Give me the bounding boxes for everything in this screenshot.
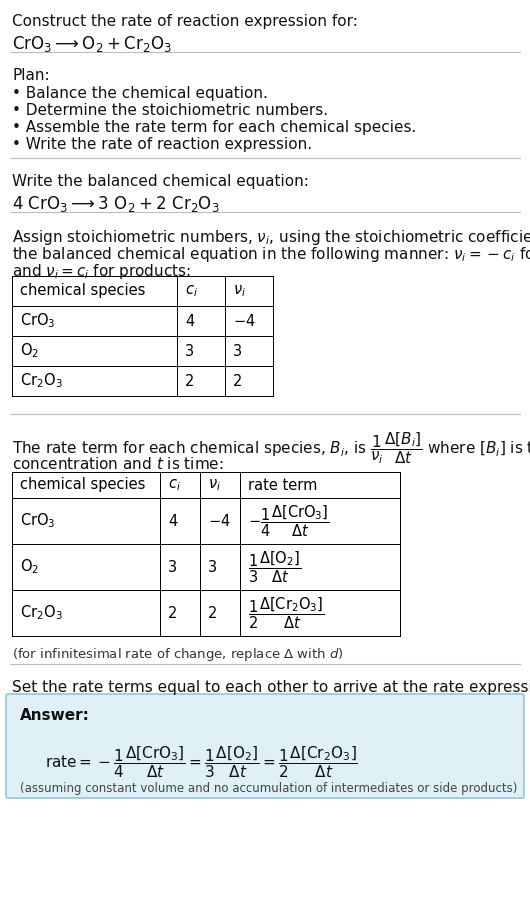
Text: $\mathrm{4\ CrO_3 \longrightarrow 3\ O_2 + 2\ Cr_2O_3}$: $\mathrm{4\ CrO_3 \longrightarrow 3\ O_2… [12,194,220,214]
Text: $c_i$: $c_i$ [168,477,181,493]
Text: 3: 3 [185,343,194,359]
Text: Assign stoichiometric numbers, $\nu_i$, using the stoichiometric coefficients, $: Assign stoichiometric numbers, $\nu_i$, … [12,228,530,247]
Text: $\mathrm{CrO_3 \longrightarrow O_2 + Cr_2O_3}$: $\mathrm{CrO_3 \longrightarrow O_2 + Cr_… [12,34,172,54]
Text: $c_i$: $c_i$ [185,283,198,298]
Text: the balanced chemical equation in the following manner: $\nu_i = -c_i$ for react: the balanced chemical equation in the fo… [12,245,530,264]
Text: $\mathrm{CrO_3}$: $\mathrm{CrO_3}$ [20,311,56,330]
Text: 3: 3 [233,343,242,359]
Text: $\nu_i$: $\nu_i$ [208,477,221,493]
Text: Plan:: Plan: [12,68,50,83]
Text: $\dfrac{1}{2}\dfrac{\Delta[\mathrm{Cr_2O_3}]}{\Delta t}$: $\dfrac{1}{2}\dfrac{\Delta[\mathrm{Cr_2O… [248,595,324,631]
Text: $\mathrm{O_2}$: $\mathrm{O_2}$ [20,558,39,576]
Text: rate term: rate term [248,478,317,492]
Text: concentration and $t$ is time:: concentration and $t$ is time: [12,456,224,472]
Text: • Write the rate of reaction expression.: • Write the rate of reaction expression. [12,137,312,152]
Text: chemical species: chemical species [20,478,145,492]
Text: 2: 2 [208,605,217,621]
Text: $\mathrm{CrO_3}$: $\mathrm{CrO_3}$ [20,511,56,531]
Text: 3: 3 [208,560,217,574]
Text: • Determine the stoichiometric numbers.: • Determine the stoichiometric numbers. [12,103,328,118]
Text: (assuming constant volume and no accumulation of intermediates or side products): (assuming constant volume and no accumul… [20,782,517,795]
Text: 2: 2 [168,605,178,621]
Text: Write the balanced chemical equation:: Write the balanced chemical equation: [12,174,309,189]
Text: $\mathrm{rate} = -\dfrac{1}{4}\dfrac{\Delta[\mathrm{CrO_3}]}{\Delta t} = \dfrac{: $\mathrm{rate} = -\dfrac{1}{4}\dfrac{\De… [45,744,358,780]
Text: Construct the rate of reaction expression for:: Construct the rate of reaction expressio… [12,14,358,29]
Text: $\dfrac{1}{3}\dfrac{\Delta[\mathrm{O_2}]}{\Delta t}$: $\dfrac{1}{3}\dfrac{\Delta[\mathrm{O_2}]… [248,550,301,585]
Text: 4: 4 [185,314,195,329]
FancyBboxPatch shape [6,694,524,798]
Text: Answer:: Answer: [20,708,90,723]
Text: 3: 3 [168,560,177,574]
Text: $-4$: $-4$ [233,313,255,329]
Text: $\mathrm{O_2}$: $\mathrm{O_2}$ [20,341,39,360]
Text: and $\nu_i = c_i$ for products:: and $\nu_i = c_i$ for products: [12,262,191,281]
Text: $\nu_i$: $\nu_i$ [233,283,246,298]
Text: • Balance the chemical equation.: • Balance the chemical equation. [12,86,268,101]
Text: $\mathrm{Cr_2O_3}$: $\mathrm{Cr_2O_3}$ [20,603,63,622]
Text: $\mathrm{Cr_2O_3}$: $\mathrm{Cr_2O_3}$ [20,371,63,390]
Text: 2: 2 [185,373,195,389]
Text: 4: 4 [168,513,177,529]
Text: (for infinitesimal rate of change, replace Δ with $d$): (for infinitesimal rate of change, repla… [12,646,344,663]
Text: chemical species: chemical species [20,284,145,298]
Text: 2: 2 [233,373,242,389]
Text: Set the rate terms equal to each other to arrive at the rate expression:: Set the rate terms equal to each other t… [12,680,530,695]
Text: $-\dfrac{1}{4}\dfrac{\Delta[\mathrm{CrO_3}]}{\Delta t}$: $-\dfrac{1}{4}\dfrac{\Delta[\mathrm{CrO_… [248,503,330,539]
Text: The rate term for each chemical species, $B_i$, is $\dfrac{1}{\nu_i}\dfrac{\Delt: The rate term for each chemical species,… [12,430,530,466]
Text: $-4$: $-4$ [208,513,231,529]
Text: • Assemble the rate term for each chemical species.: • Assemble the rate term for each chemic… [12,120,417,135]
